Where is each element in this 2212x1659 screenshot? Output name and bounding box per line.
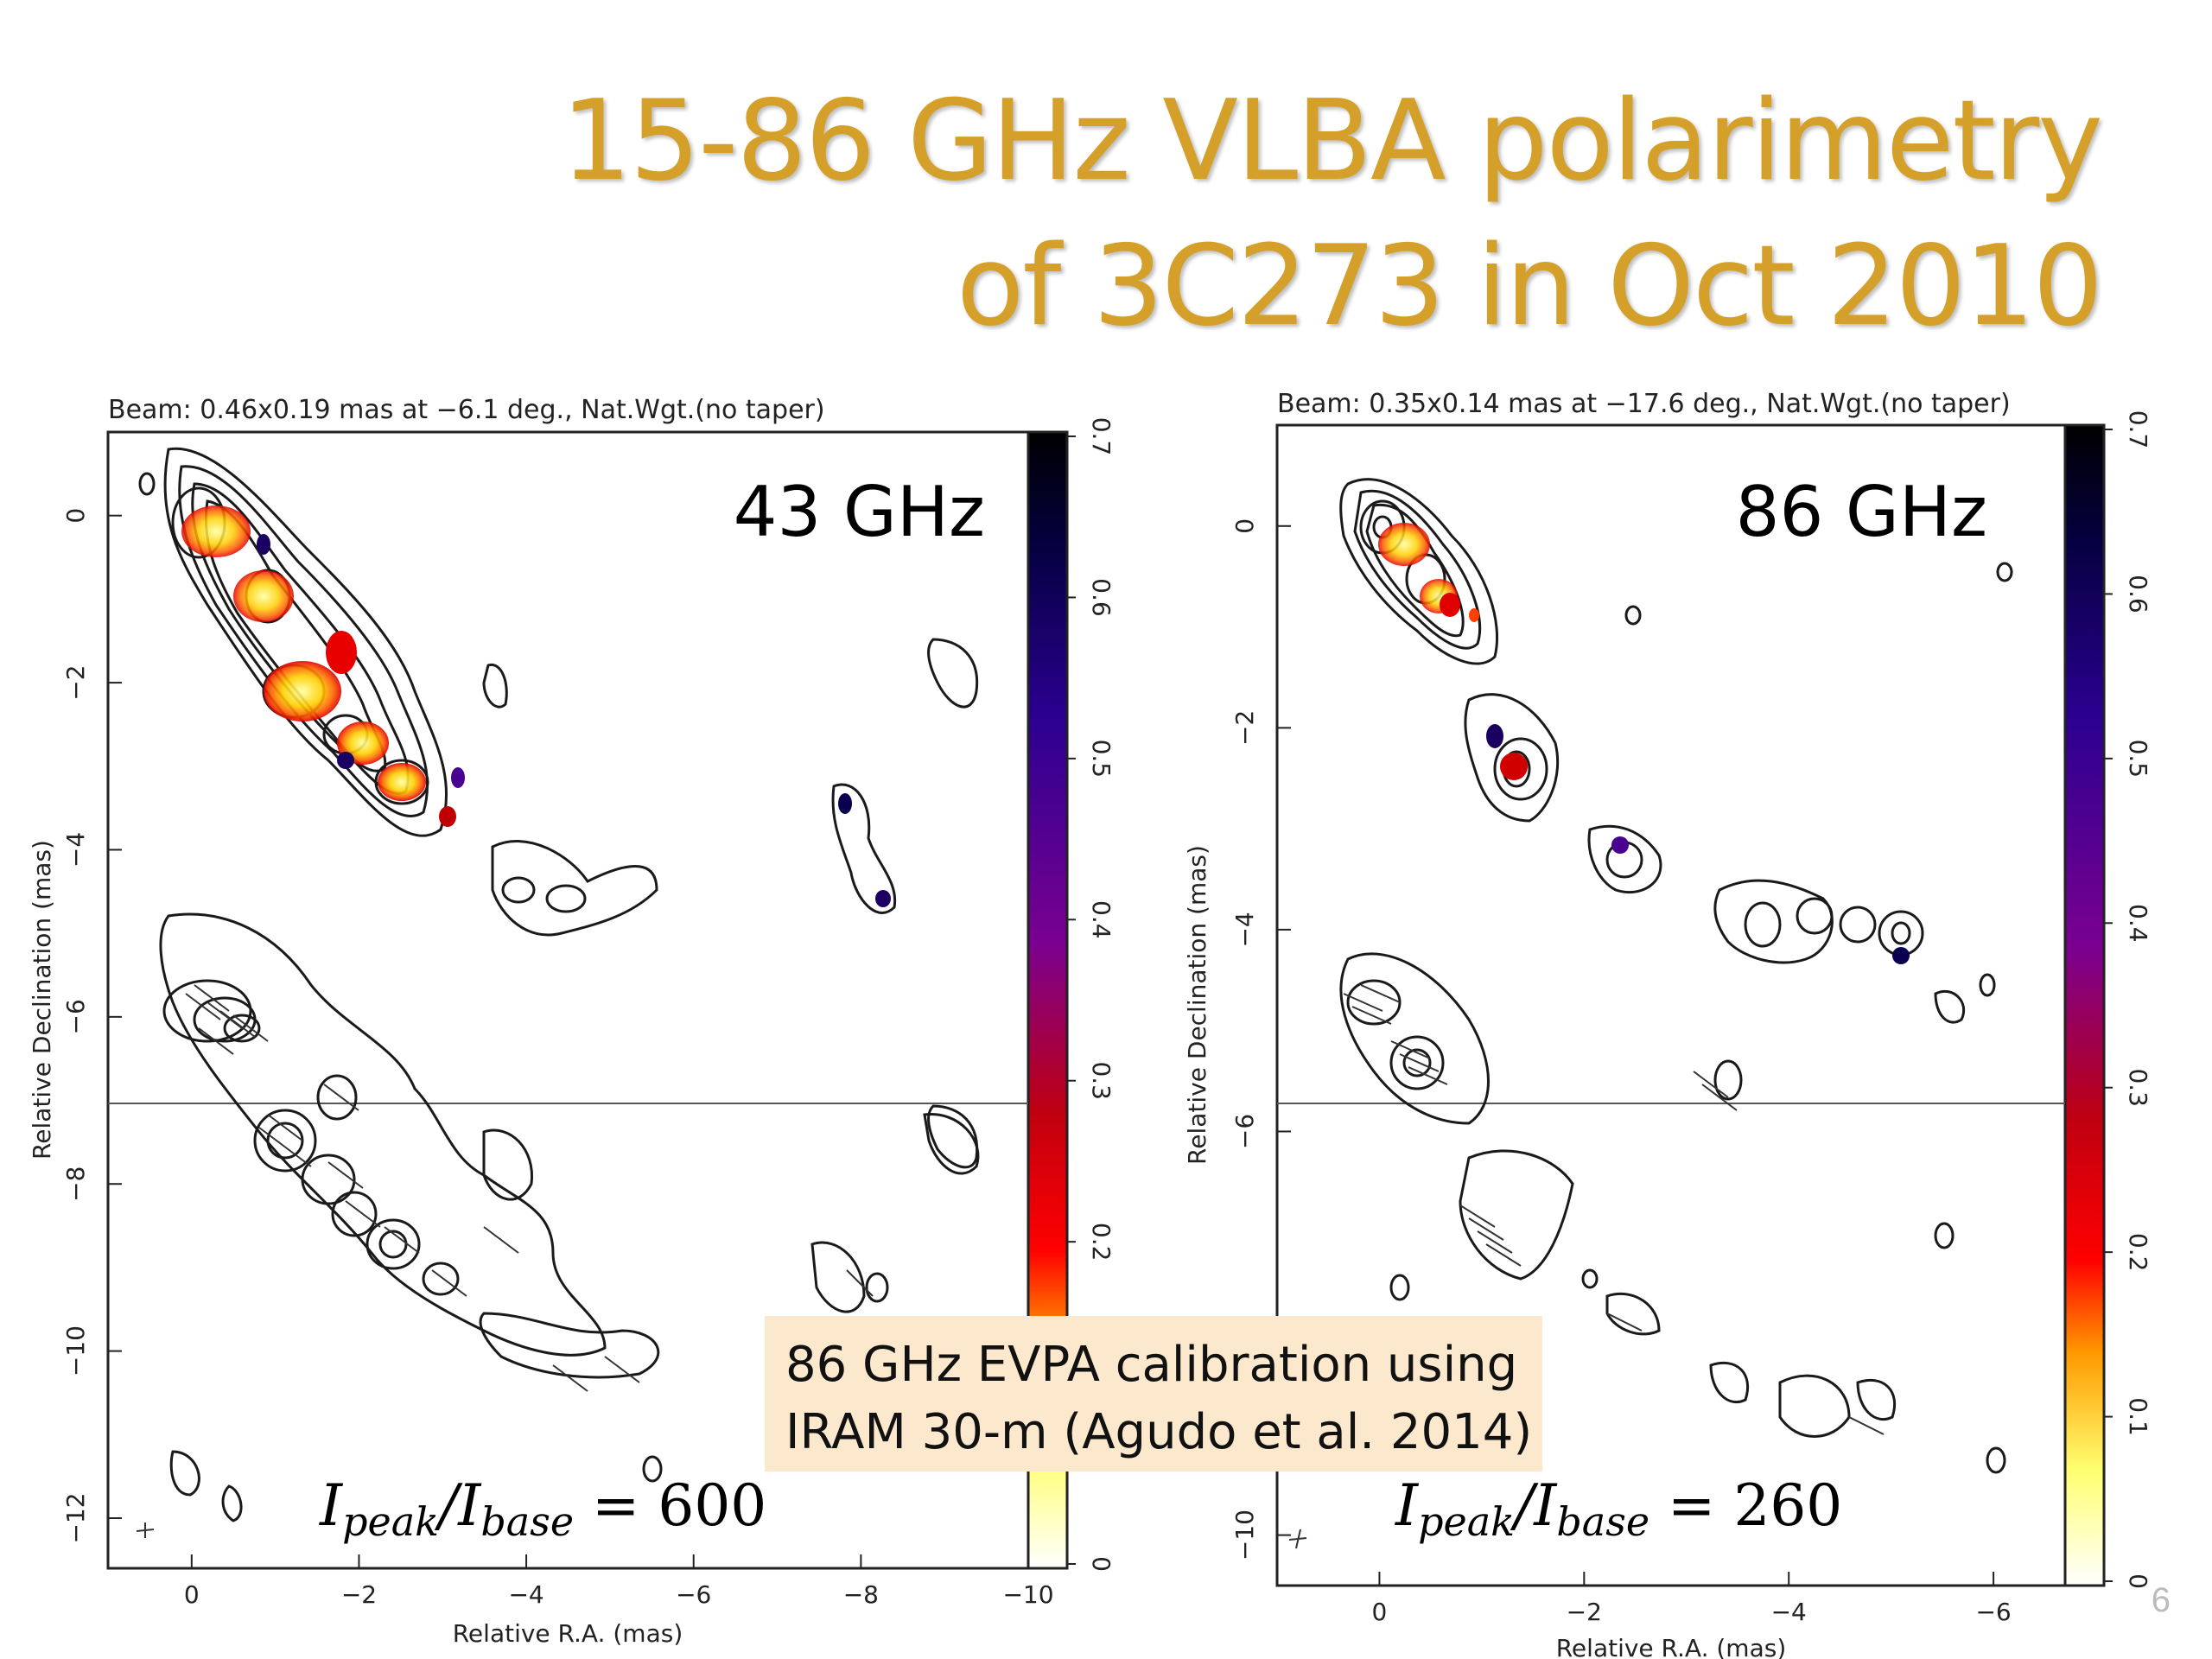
x-tick-label: −4: [508, 1580, 543, 1609]
y-tick-label: −8: [61, 1166, 90, 1202]
callout-line-2: IRAM 30-m (Agudo et al. 2014): [785, 1404, 1533, 1460]
x-tick-label: −10: [1002, 1580, 1053, 1609]
polarization-color: [181, 505, 891, 907]
x-tick-label: −2: [341, 1580, 377, 1609]
evpa-calibration-note: 86 GHz EVPA calibration using IRAM 30-m …: [765, 1316, 1542, 1471]
title-line-1: 15-86 GHz VLBA polarimetry: [561, 77, 2103, 206]
y-axis-label: Relative Declination (mas): [1183, 845, 1211, 1165]
x-tick-label: −4: [1771, 1598, 1807, 1626]
slide-title: 15-86 GHz VLBA polarimetry of 3C273 in O…: [373, 69, 2103, 359]
y-tick-label: −4: [61, 832, 90, 868]
y-tick-label: −10: [61, 1325, 90, 1376]
evpa-ticks: [1343, 984, 1885, 1435]
frequency-label: 43 GHz: [734, 472, 985, 552]
colorbar-tick-label: 0.1: [2124, 1397, 2152, 1436]
x-tick-label: −2: [1567, 1598, 1602, 1626]
colorbar-tick-label: 0.3: [1087, 1061, 1116, 1100]
colorbar-tick-label: 0.5: [2124, 740, 2152, 779]
y-tick-label: 0: [61, 508, 90, 524]
colorbar-tick-label: 0.3: [2124, 1068, 2152, 1107]
beam-info: Beam: 0.46x0.19 mas at −6.1 deg., Nat.Wg…: [108, 395, 825, 425]
x-tick-label: 0: [1372, 1598, 1388, 1626]
y-tick-label: −6: [1230, 1114, 1259, 1149]
polarization-color: [1378, 523, 1910, 964]
y-tick-label: −2: [1230, 710, 1259, 746]
y-tick-label: −2: [61, 664, 90, 700]
title-line-2: of 3C273 in Oct 2010: [957, 222, 2103, 351]
frequency-label: 86 GHz: [1736, 472, 1987, 552]
colorbar-tick-label: 0.6: [2124, 575, 2152, 613]
intensity-ratio: Ipeak/Ibase = 600: [319, 1472, 766, 1545]
colorbar-tick-label: 0.7: [2124, 410, 2152, 449]
x-tick-label: −6: [676, 1580, 711, 1609]
x-tick-label: −8: [843, 1580, 879, 1609]
beam-marker: [1288, 1529, 1307, 1549]
colorbar-tick-label: 0.2: [2124, 1233, 2152, 1272]
y-tick-label: −4: [1230, 912, 1259, 947]
colorbar-tick-label: 0: [1087, 1556, 1116, 1572]
colorbar-tick-label: 0.7: [1087, 417, 1116, 456]
colorbar-tick-label: 0.4: [1087, 900, 1116, 939]
colorbar-tick-label: 0: [2124, 1573, 2152, 1589]
y-axis-label: Relative Declination (mas): [28, 840, 56, 1160]
colorbar-tick-label: 0.6: [1087, 578, 1116, 617]
x-axis-label: Relative R.A. (mas): [1556, 1634, 1787, 1659]
evpa-ticks: [185, 984, 874, 1392]
map-panel-86ghz: Beam: 0.35x0.14 mas at −17.6 deg., Nat.W…: [1183, 389, 2152, 1659]
y-tick-label: −10: [1230, 1510, 1259, 1560]
y-tick-label: −6: [61, 999, 90, 1034]
y-tick-label: 0: [1230, 518, 1259, 534]
beam-marker: [136, 1522, 155, 1538]
x-tick-label: −6: [1975, 1598, 2011, 1626]
beam-info: Beam: 0.35x0.14 mas at −17.6 deg., Nat.W…: [1277, 389, 2011, 419]
colorbar-tick-label: 0.4: [2124, 904, 2152, 943]
page-number: 6: [2151, 1581, 2171, 1619]
colorbar: [2063, 423, 2106, 1587]
colorbar-tick-label: 0.2: [1087, 1223, 1116, 1262]
y-tick-label: −12: [61, 1492, 90, 1543]
callout-line-1: 86 GHz EVPA calibration using: [785, 1337, 1518, 1393]
x-tick-label: 0: [184, 1580, 200, 1609]
x-axis-label: Relative R.A. (mas): [453, 1619, 683, 1648]
intensity-ratio: Ipeak/Ibase = 260: [1395, 1472, 1842, 1545]
colorbar-tick-label: 0.5: [1087, 740, 1116, 779]
